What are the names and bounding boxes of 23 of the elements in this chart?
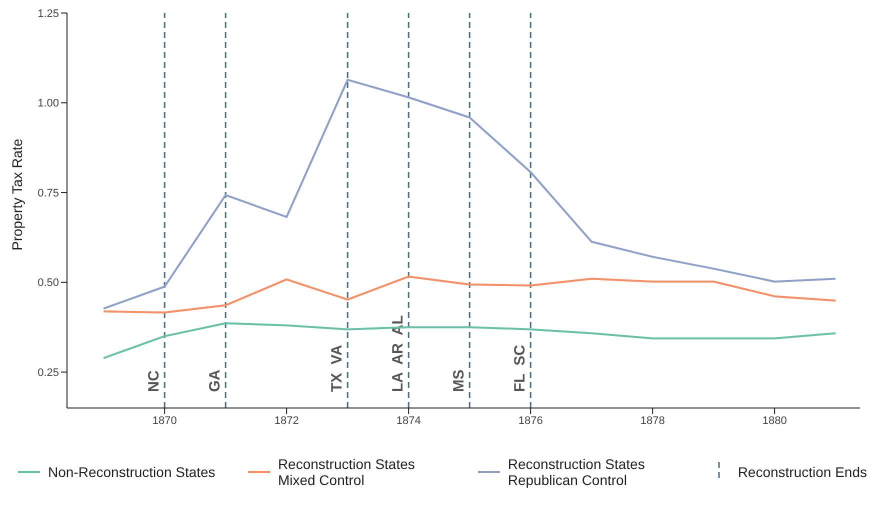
line-series xyxy=(102,78,837,310)
y-tick-label: 0.75 xyxy=(38,187,59,200)
x-tick-label: 1870 xyxy=(152,414,177,427)
y-tick-label: 1.25 xyxy=(38,8,59,20)
y-tick-label: 0.25 xyxy=(38,366,59,379)
ref-line-label: NC xyxy=(146,370,163,392)
y-tick-label: 1.00 xyxy=(38,98,59,110)
legend-label: Non-Reconstruction States xyxy=(48,464,216,480)
x-tick-label: 1872 xyxy=(274,414,299,427)
ref-line-label: TX VA xyxy=(328,344,346,392)
x-tick-label: 1878 xyxy=(640,414,665,427)
y-axis-title: Property Tax Rate xyxy=(8,138,25,250)
x-tick-label: 1874 xyxy=(396,414,421,427)
x-tick-label: 1880 xyxy=(762,414,787,427)
ref-line-label: MS xyxy=(450,370,468,392)
legend-label: Reconstruction States Mixed Control xyxy=(278,456,416,488)
y-tick-label: 0.50 xyxy=(38,277,59,290)
ref-line-label: FL SC xyxy=(512,344,529,392)
text: Reconstruction Ends xyxy=(738,464,867,480)
legend-label: Reconstruction States Republican Control xyxy=(508,456,646,488)
ref-line-label: GA xyxy=(206,369,224,392)
line-series xyxy=(102,276,837,314)
x-tick-label: 1876 xyxy=(518,414,543,427)
